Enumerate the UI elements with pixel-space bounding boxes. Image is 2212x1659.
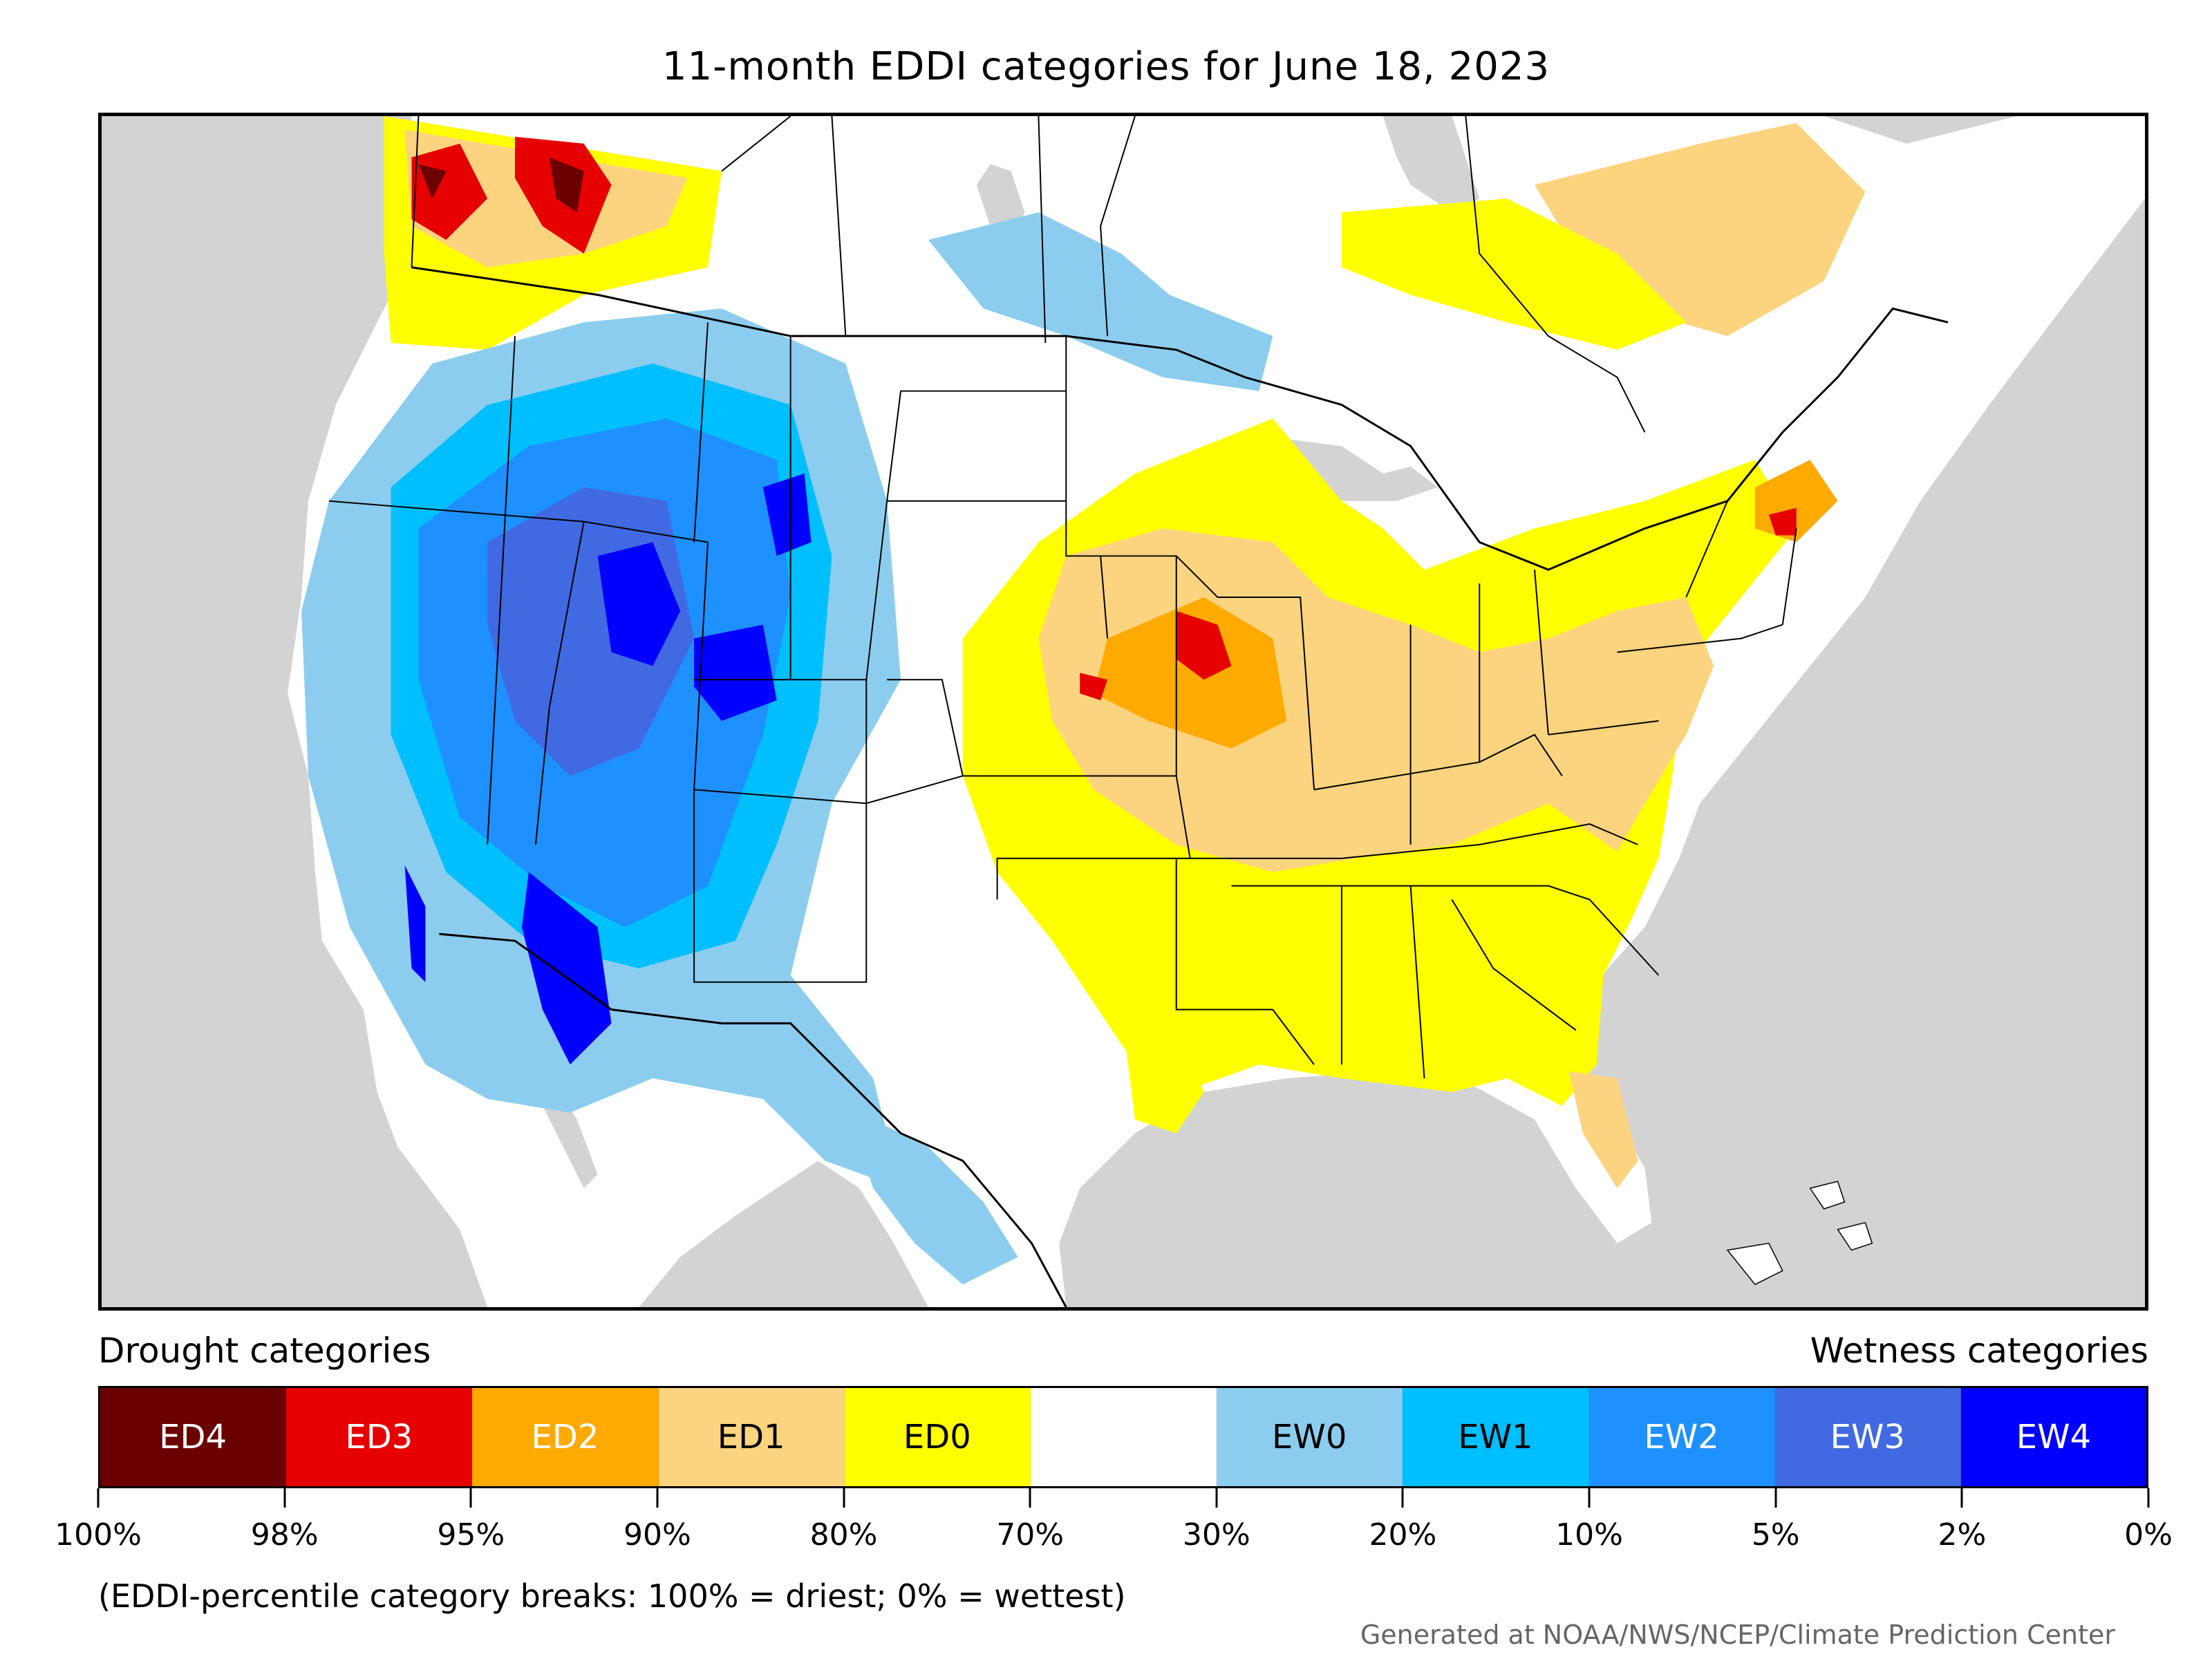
colorbar-segment: ED3 <box>286 1388 473 1486</box>
colorbar-tick <box>1588 1488 1591 1508</box>
colorbar-tick-label: 20% <box>1369 1517 1437 1553</box>
colorbar-segment: ED1 <box>658 1388 845 1486</box>
colorbar-segment: EW0 <box>1217 1388 1403 1486</box>
ed0-texas <box>1121 1009 1204 1134</box>
ew0-north-plains <box>928 212 1273 391</box>
credit-line: Generated at NOAA/NWS/NCEP/Climate Predi… <box>1360 1620 2115 1650</box>
colorbar-tick <box>1960 1488 1963 1508</box>
colorbar-tick <box>843 1488 845 1508</box>
colorbar-tick <box>1215 1488 1218 1508</box>
ew4-west <box>404 473 812 1065</box>
map-title: 11-month EDDI categories for June 18, 20… <box>662 44 1550 89</box>
colorbar-tick <box>2147 1488 2150 1508</box>
colorbar-tick-label: 100% <box>55 1517 142 1553</box>
colorbar-tick-label: 0% <box>2124 1517 2173 1553</box>
us-mexico-border <box>439 932 1067 1307</box>
colorbar-tick-label: 95% <box>437 1517 505 1553</box>
ed1-florida <box>1568 1071 1638 1188</box>
colorbar-segment <box>1030 1388 1217 1486</box>
colorbar-tick-label: 5% <box>1751 1517 1800 1553</box>
colorbar-tick-label: 30% <box>1182 1517 1250 1553</box>
colorbar-tick-label: 98% <box>250 1517 319 1553</box>
caribbean-islands <box>1726 1181 1873 1286</box>
ed3-northeast <box>1768 507 1797 536</box>
colorbar-tick <box>1401 1488 1404 1508</box>
us-canada-border <box>411 266 1949 571</box>
colorbar-tick-label: 70% <box>996 1517 1065 1553</box>
colorbar-tick-label: 10% <box>1555 1517 1623 1553</box>
colorbar-tick <box>283 1488 286 1508</box>
colorbar-tick <box>469 1488 472 1508</box>
colorbar-segment: ED4 <box>100 1388 287 1486</box>
wetness-categories-heading: Wetness categories <box>1810 1331 2148 1371</box>
colorbar-segment: EW2 <box>1588 1388 1775 1486</box>
colorbar-segment: ED2 <box>472 1388 659 1486</box>
colorbar-tick <box>1774 1488 1777 1508</box>
colorbar-segment: EW3 <box>1774 1388 1961 1486</box>
colorbar-segment: EW1 <box>1403 1388 1589 1486</box>
colorbar-ticks <box>97 1488 2150 1509</box>
ew1-texas-coast <box>845 1105 1018 1285</box>
colorbar-tick-label: 2% <box>1938 1517 1987 1553</box>
ed0-canada-east <box>1341 198 1687 350</box>
colorbar-tick-label: 90% <box>624 1517 691 1553</box>
colorbar-tick-label: 80% <box>809 1517 878 1553</box>
category-breaks-note: (EDDI-percentile category breaks: 100% =… <box>98 1577 1126 1615</box>
colorbar-tick <box>656 1488 659 1508</box>
colorbar-segment: ED0 <box>844 1388 1031 1486</box>
colorbar-segment: EW4 <box>1960 1388 2147 1486</box>
colorbar-tick <box>1029 1488 1031 1508</box>
map-canvas <box>102 116 2145 1307</box>
state-lines <box>328 116 1797 1078</box>
category-colorbar: ED4 ED3 ED2 ED1 ED0 EW0 EW1 EW2 EW3 EW4 <box>98 1386 2148 1488</box>
ed3-iowa <box>1080 610 1232 701</box>
ed2-iowa <box>1094 597 1287 749</box>
eddi-map <box>98 113 2148 1311</box>
colorbar-tick <box>97 1488 100 1508</box>
drought-categories-heading: Drought categories <box>98 1331 431 1371</box>
boundary-lines <box>328 116 1949 1307</box>
